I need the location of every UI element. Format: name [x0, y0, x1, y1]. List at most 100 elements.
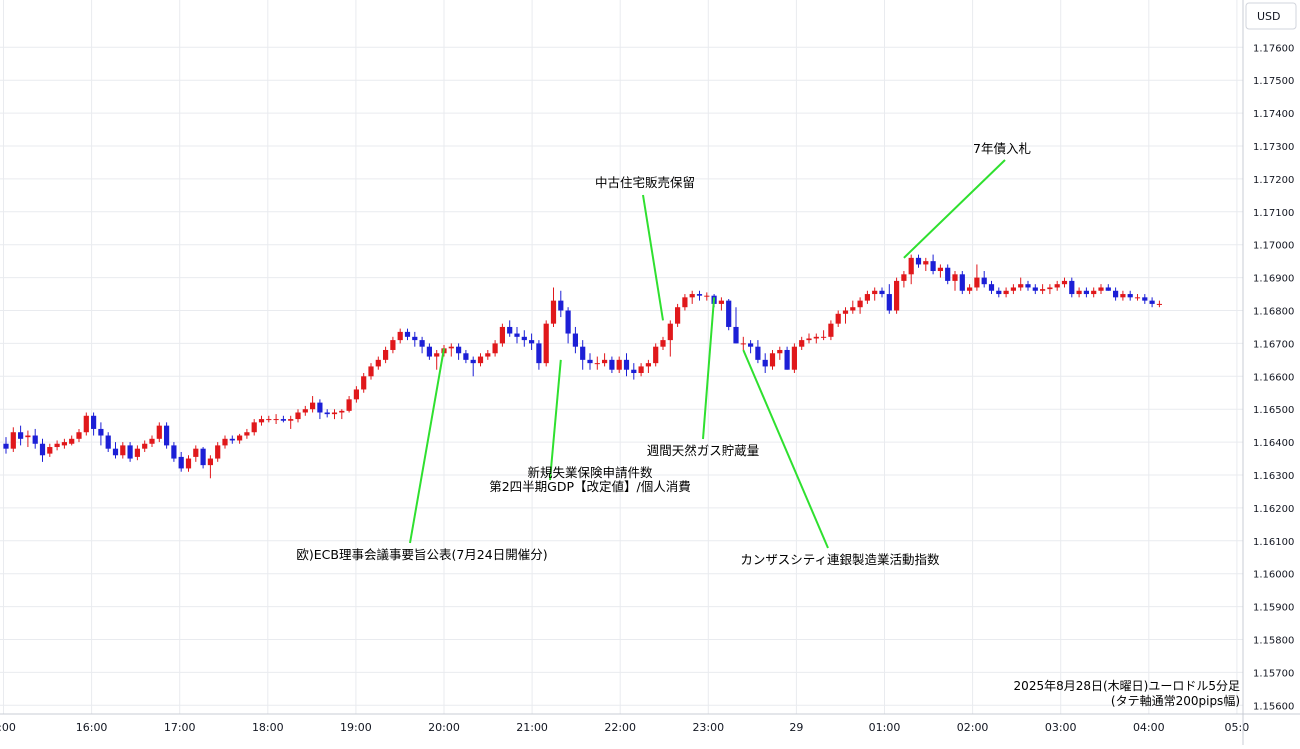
candle: [178, 451, 184, 472]
candle-body: [602, 359, 608, 364]
y-tick-label: 1.17200: [1253, 175, 1294, 186]
candle-body: [456, 346, 462, 354]
candle: [127, 442, 133, 462]
candle: [142, 440, 148, 452]
candle-body: [404, 331, 411, 337]
candle-body: [171, 445, 177, 459]
candle: [280, 415, 286, 423]
candle-body: [164, 425, 170, 446]
candle: [937, 264, 943, 278]
annotation: 中古住宅販売保留: [595, 175, 695, 321]
candle-body: [521, 336, 527, 341]
x-tick-label: 05:0: [1225, 721, 1250, 734]
candle-body: [185, 458, 192, 469]
x-tick-label: 23:00: [692, 721, 724, 734]
candle-body: [565, 310, 571, 334]
candle: [631, 363, 637, 380]
candle: [908, 254, 914, 285]
candle-body: [857, 300, 863, 308]
candle: [83, 412, 89, 436]
candle: [806, 333, 812, 344]
candle: [361, 373, 367, 393]
annotation-label: 週間天然ガス貯蔵量: [647, 443, 760, 458]
x-tick-label: 5:00: [0, 721, 16, 734]
candle-body: [207, 458, 213, 466]
candle: [273, 414, 279, 425]
candle: [974, 264, 980, 291]
candle-body: [748, 343, 754, 347]
candle: [828, 320, 834, 341]
candle: [696, 290, 703, 301]
candle: [310, 396, 316, 413]
candle-body: [69, 438, 75, 444]
candle: [288, 415, 294, 429]
candle: [1149, 297, 1155, 308]
candle-body: [886, 294, 892, 311]
candle-body: [492, 343, 498, 354]
candle: [91, 412, 97, 436]
y-tick-label: 1.17100: [1253, 208, 1294, 219]
candle: [821, 330, 827, 341]
candle-body: [448, 346, 454, 349]
candle: [258, 415, 265, 426]
candle: [229, 435, 235, 444]
candle-layer: [3, 254, 1162, 479]
candle-body: [631, 369, 637, 374]
candle: [419, 336, 425, 354]
candle-body: [302, 409, 308, 413]
candle-body: [645, 363, 651, 367]
candle: [1025, 280, 1031, 291]
y-tick-label: 1.16900: [1253, 274, 1294, 285]
grid-layer: [0, 0, 1243, 714]
candle-body: [718, 300, 724, 304]
candle-body: [879, 290, 885, 295]
candle-body: [988, 284, 995, 291]
candle-body: [667, 323, 673, 341]
candle: [193, 445, 199, 462]
candle: [171, 442, 177, 462]
candle-body: [813, 336, 819, 339]
candle-body: [799, 340, 805, 347]
y-tick-label: 1.16300: [1253, 471, 1294, 482]
y-tick-label: 1.16600: [1253, 372, 1294, 383]
candle: [317, 399, 323, 420]
candle: [251, 419, 257, 436]
y-tick-label: 1.16400: [1253, 438, 1294, 449]
candle: [959, 271, 965, 295]
candle: [667, 320, 673, 357]
candle: [930, 254, 936, 275]
candle: [791, 343, 797, 374]
candle: [237, 433, 243, 444]
candle: [1069, 277, 1075, 298]
candle: [1091, 287, 1097, 298]
annotation: カンザスシティ連銀製造業活動指数: [740, 349, 940, 567]
candle-body: [54, 443, 60, 448]
candle: [769, 349, 776, 370]
y-tick-label: 1.17500: [1253, 76, 1294, 87]
annotation-leader-line: [742, 349, 829, 549]
candle-body: [558, 300, 564, 311]
candle-body: [127, 445, 133, 459]
candle-body: [901, 274, 907, 281]
candle: [864, 290, 870, 304]
candle: [1083, 287, 1089, 298]
candle: [149, 435, 155, 448]
candle: [1018, 277, 1024, 291]
candle-body: [83, 415, 89, 433]
candle: [331, 409, 338, 420]
candle-body: [1010, 287, 1016, 291]
candle: [784, 346, 790, 370]
candle-body: [821, 336, 827, 338]
candle-body: [791, 346, 797, 370]
candle: [244, 428, 250, 439]
candle-body: [1069, 280, 1075, 295]
candle-body: [222, 438, 228, 446]
x-tick-label: 02:00: [957, 721, 989, 734]
x-tick-label: 16:00: [76, 721, 108, 734]
candle-body: [675, 307, 681, 324]
x-tick-label: 18:00: [252, 721, 284, 734]
candle-body: [1120, 294, 1126, 298]
